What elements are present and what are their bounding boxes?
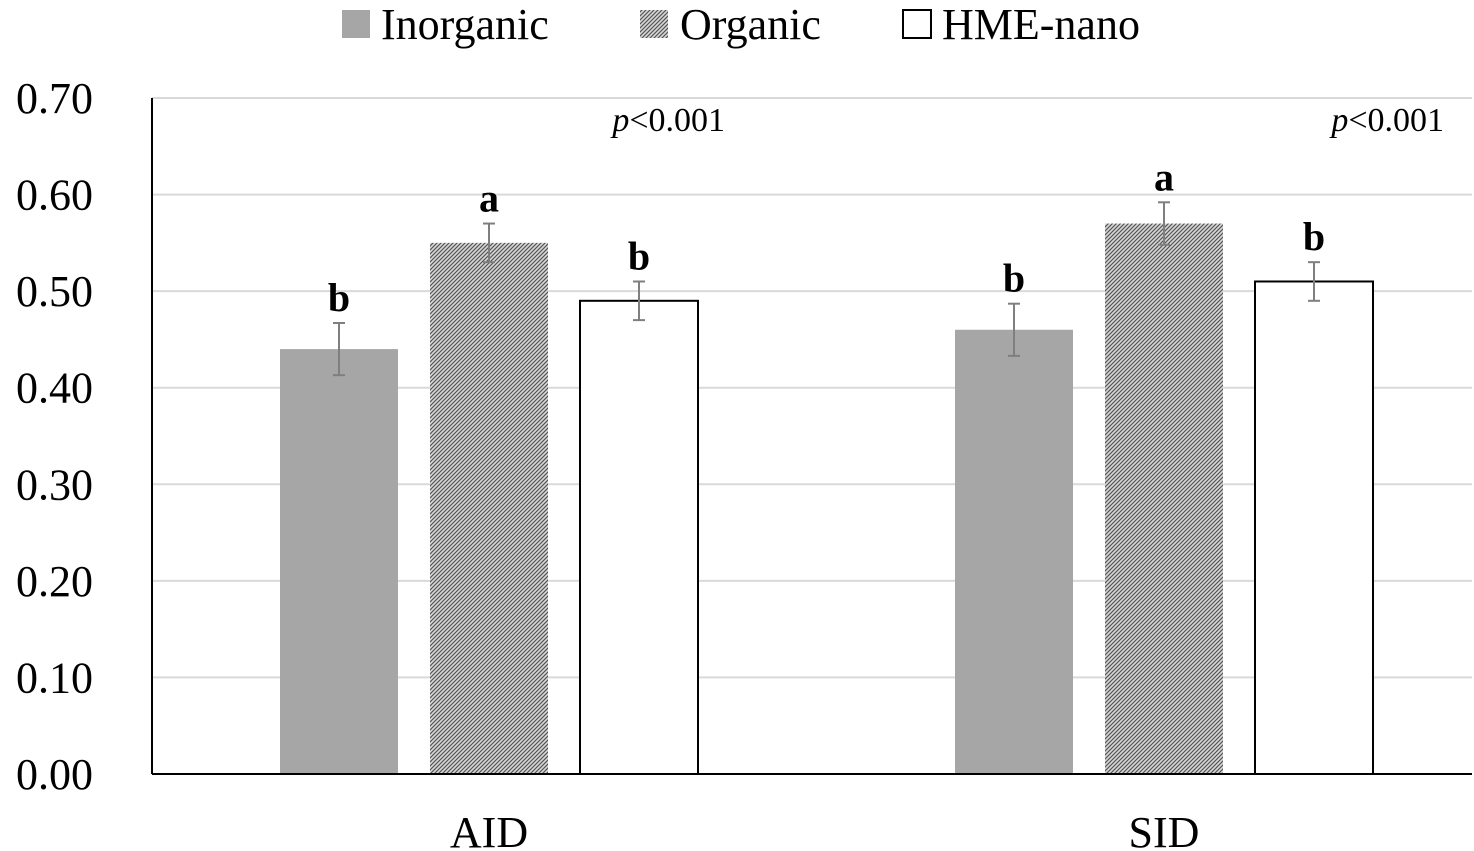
p-value-threshold: <0.001 [1348, 102, 1444, 139]
category-labels: AID SID [450, 808, 1200, 851]
bar-inorganic-aid [280, 349, 398, 774]
y-axis-tick-labels: 0.00 0.10 0.20 0.30 0.40 0.50 0.60 0.70 [16, 74, 93, 799]
legend-label-inorganic: Inorganic [381, 0, 549, 49]
significance-letter: a [1154, 154, 1174, 199]
y-tick-label: 0.60 [16, 171, 93, 220]
y-tick-label: 0.40 [16, 364, 93, 413]
bar-inorganic-sid [955, 329, 1073, 774]
significance-letter: b [328, 275, 350, 320]
y-tick-label: 0.00 [16, 750, 93, 799]
significance-letter: a [479, 176, 499, 221]
axes [151, 98, 1472, 775]
legend-swatch-organic [640, 10, 668, 38]
legend-swatch-hme-nano [902, 9, 932, 39]
bar-organic-sid [1105, 223, 1223, 775]
y-tick-label: 0.20 [16, 557, 93, 606]
p-value-annotations: p<0.001 p<0.001 [610, 102, 1444, 139]
legend-label-organic: Organic [680, 0, 821, 49]
p-value-annotation: p<0.001 [1329, 102, 1444, 139]
bar-hme-nano-sid [1254, 280, 1374, 775]
p-value-threshold: <0.001 [629, 102, 725, 139]
bar-organic-aid [430, 242, 548, 774]
category-label-aid: AID [450, 808, 528, 851]
legend-label-hme-nano: HME-nano [942, 0, 1140, 49]
y-tick-label: 0.50 [16, 267, 93, 316]
p-value-prefix: p [1329, 102, 1348, 139]
category-label-sid: SID [1129, 808, 1200, 851]
y-tick-label: 0.70 [16, 74, 93, 123]
p-value-annotation: p<0.001 [610, 102, 725, 139]
bar-hme-nano-aid [579, 299, 699, 775]
legend: Inorganic Organic HME-nano [342, 0, 1140, 49]
y-tick-label: 0.30 [16, 460, 93, 509]
p-value-prefix: p [610, 102, 629, 139]
significance-letter: b [628, 233, 650, 278]
legend-swatch-inorganic [342, 10, 370, 38]
y-tick-label: 0.10 [16, 653, 93, 702]
significance-letter: b [1303, 214, 1325, 259]
bars: b b a a b b [280, 154, 1374, 775]
significance-letter: b [1003, 256, 1025, 301]
